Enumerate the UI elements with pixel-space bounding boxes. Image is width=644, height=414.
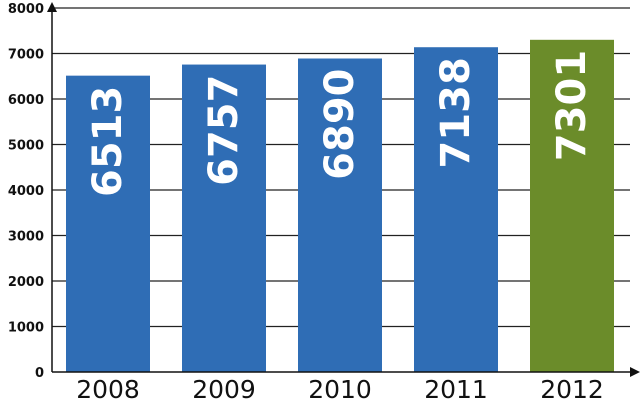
y-tick-label: 6000: [8, 93, 44, 108]
y-axis-tick-labels: 0 1000 2000 3000 4000 5000 6000 7000 8000: [8, 2, 44, 381]
data-label-2010: 6890: [317, 69, 363, 180]
y-axis-arrow-icon: [47, 2, 57, 12]
y-tick-label: 4000: [8, 184, 44, 199]
bars: [66, 39, 614, 372]
y-tick-label: 7000: [8, 48, 44, 63]
x-axis-tick-labels: 2008 2009 2010 2011 2012: [76, 375, 604, 404]
bar-2009: [182, 64, 266, 372]
bar-2008: [66, 75, 150, 372]
x-tick-label-2008: 2008: [76, 375, 140, 404]
x-tick-label-2011: 2011: [424, 375, 488, 404]
x-tick-label-2009: 2009: [192, 375, 256, 404]
bar-2010: [298, 58, 382, 372]
x-tick-label-2012: 2012: [540, 375, 604, 404]
y-tick-label: 1000: [8, 321, 44, 336]
data-label-2009: 6757: [201, 75, 247, 186]
y-tick-label: 5000: [8, 139, 44, 154]
y-tick-label: 2000: [8, 275, 44, 290]
y-tick-label: 3000: [8, 230, 44, 245]
axes: [47, 2, 640, 377]
x-axis-arrow-icon: [630, 367, 640, 377]
data-labels: 6513 6757 6890 7138 7301: [85, 50, 595, 197]
y-tick-label: 0: [35, 366, 44, 381]
bar-2011: [414, 47, 498, 372]
y-tick-label: 8000: [8, 2, 44, 17]
data-label-2008: 6513: [85, 86, 131, 197]
x-tick-label-2010: 2010: [308, 375, 372, 404]
data-label-2012: 7301: [549, 50, 595, 161]
bar-2012: [530, 39, 614, 372]
data-label-2011: 7138: [433, 57, 479, 168]
